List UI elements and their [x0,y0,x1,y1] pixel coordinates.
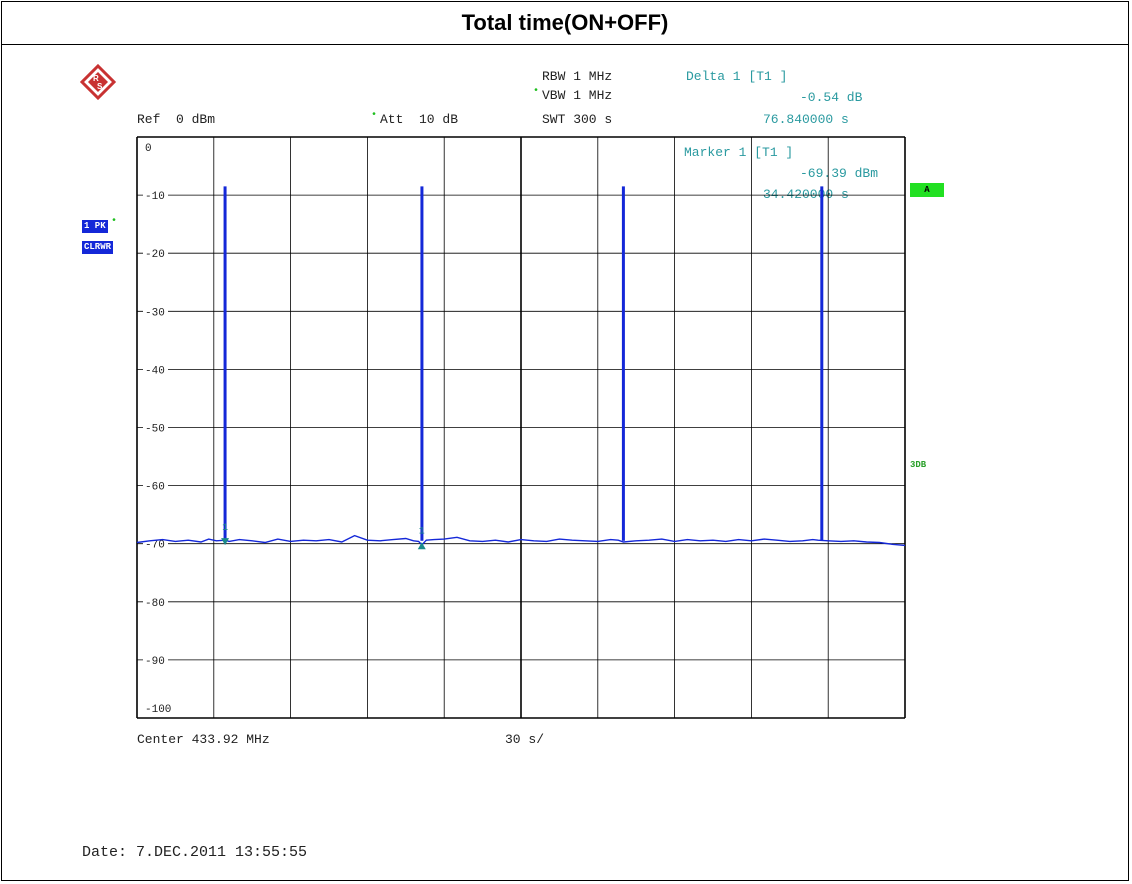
y-tick-label-bg [143,363,168,376]
y-tick-label: -90 [145,656,165,668]
span-per-division-label: 30 s/ [505,732,545,747]
swt-label: SWT 300 s [542,112,613,127]
y-tick-label: -40 [145,365,165,377]
rohde-schwarz-logo: R S [80,64,116,100]
y-tick-label-bg [143,247,168,260]
title-bar: Total time(ON+OFF) [1,1,1129,45]
label-3db: 3DB [910,460,927,470]
flag-a: A [910,183,944,197]
y-tick-label: -50 [145,424,165,436]
ref-level-label: Ref 0 dBm [137,112,216,127]
marker-level: -69.39 dBm [800,166,879,181]
trace-pulse [223,186,227,541]
y-tick-label-bg [143,305,168,318]
delta-marker-title: Delta 1 [T1 ] [686,69,788,84]
y-tick-label-bg [143,189,168,202]
trace-clear-label: CLRWR [82,241,114,254]
trace-pulse [621,186,625,541]
trace-mode-label: 1 PK [82,220,108,233]
y-tick-label-bg [143,479,168,492]
marker-time: 34.420000 s [763,187,849,202]
trace-noise-floor [136,534,906,547]
att-indicator-dot: • [371,110,378,121]
svg-text:S: S [97,82,103,91]
vbw-label: VBW 1 MHz [542,88,613,103]
date-stamp: Date: 7.DEC.2011 13:55:55 [82,844,308,861]
page-title: Total time(ON+OFF) [461,9,669,35]
y-tick-label: -70 [145,540,165,552]
y-tick-label: -30 [145,307,165,319]
y-tick-label: -60 [145,482,165,494]
y-tick-label: -100 [145,704,171,716]
trace-mode-dot: • [111,216,118,227]
marker-title: Marker 1 [T1 ] [684,145,794,160]
marker-triangle [221,538,230,546]
marker-label: 1 [419,526,425,537]
trace-layer [136,186,906,547]
y-tick-label-bg [143,421,168,434]
y-tick-label-bg [143,653,168,666]
delta-marker-level: -0.54 dB [800,90,863,105]
trace-pulse [820,186,824,541]
delta-marker-time: 76.840000 s [763,112,849,127]
plot-grid [136,136,906,719]
rbw-label: RBW 1 MHz [542,69,613,84]
y-tick-label: 0 [145,143,152,155]
y-tick-label-bg [143,595,168,608]
attenuation-label: Att 10 dB [380,112,459,127]
trace-pulse [420,186,424,541]
y-tick-label: -10 [145,191,165,203]
marker-triangle [417,542,426,550]
marker-label: 1 [222,523,228,534]
vbw-indicator-dot: • [533,86,540,97]
y-tick-label: -20 [145,249,165,261]
y-tick-label: -80 [145,598,165,610]
y-tick-labels: 0 -10 -20 -30 -40 -50 -60 -70 -80 -90 -100 [143,143,171,716]
svg-text:R: R [93,74,99,83]
center-frequency-label: Center 433.92 MHz [137,732,270,747]
